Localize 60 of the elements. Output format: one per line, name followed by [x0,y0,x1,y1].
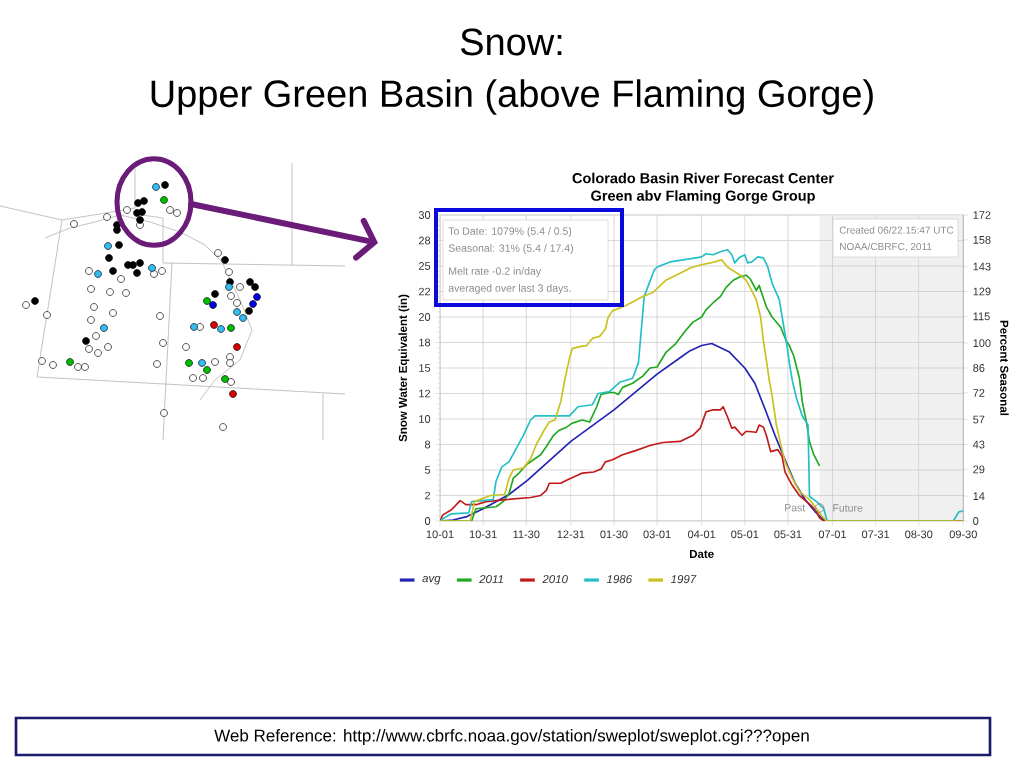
chart-subtitle: Upper Green Basin (above Flaming Gorge) [151,79,873,115]
annotation: averaged over last 3 days. [448,284,571,294]
legend-label: 1997 [670,575,697,584]
x-axis-title: Date [689,549,714,558]
annotation: NOAA/CBRFC, 2011 [840,242,932,252]
x-tick-label: 10-31 [469,530,497,539]
y-tick-label: 5 [424,466,431,474]
y2-tick-label: 57 [973,415,985,424]
legend-label: 2011 [479,575,503,584]
x-tick-label: 04-01 [688,530,716,539]
x-tick-label: 09-30 [949,530,977,539]
band-label: Future [833,504,863,512]
text: Web Reference: http://www.cbrfc.noaa.gov/station/sweplot/sweplot.cgi???open [214,729,809,745]
y-tick-label: 22 [418,287,431,296]
y2-tick-label: 43 [972,440,985,449]
y-tick-label: 12 [419,389,431,398]
y2-tick-label: 72 [973,389,985,397]
x-tick-label: 08-30 [905,530,933,539]
y2-tick-label: 14 [973,492,985,500]
y2-tick-label: 86 [973,364,985,372]
y-tick-label: 8 [424,440,431,449]
y2-tick-label: 29 [973,465,985,474]
y2-axis-title: Percent Seasonal [1000,320,1009,416]
y2-tick-label: 129 [973,287,991,296]
x-tick-label: 05-01 [731,530,759,539]
y2-tick-label: 100 [973,339,991,347]
text: Colorado Basin River Forecast Center [572,172,834,184]
annotation: To Date: 1079% (5.4 / 0.5) [448,227,572,237]
annotation: Melt rate -0.2 in/day [449,267,542,277]
y-tick-label: 2 [425,491,431,500]
x-tick-label: 10-01 [426,530,454,539]
x-tick-label: 12-31 [557,530,585,539]
y2-tick-label: 143 [973,262,991,271]
x-tick-label: 07-01 [818,530,847,539]
y-tick-label: 18 [419,338,431,347]
y-tick-label: 20 [418,313,431,321]
y-tick-label: 25 [418,262,431,270]
annotation: Seasonal: 31% (5.4 / 17.4) [448,244,573,254]
annotation: Created 06/22.15:47 UTC [839,226,954,234]
x-tick-label: 03-01 [643,530,671,539]
y-tick-label: 15 [419,364,431,372]
x-tick-label: 01-30 [600,530,628,539]
y-axis-title: Snow Water Equivalent (in) [398,294,410,442]
y2-tick-label: 115 [973,312,990,321]
x-tick-label: 07-31 [861,530,890,539]
y-tick-label: 28 [418,236,431,245]
y2-tick-label: 0 [973,517,979,525]
y-tick-label: 0 [424,517,431,525]
text: Green abv Flaming Gorge Group [591,190,815,204]
y-tick-label: 10 [419,415,431,423]
y-tick-label: 30 [418,211,431,219]
legend-label: 2010 [542,575,568,584]
legend-label: 1986 [606,575,633,584]
legend-label: avg [422,575,441,585]
chart-title: Snow: [460,28,562,56]
y2-tick-label: 172 [973,211,991,219]
x-tick-label: 11-30 [513,530,540,539]
annotation: Past [785,504,806,512]
x-tick-label: 05-31 [774,530,802,539]
y2-tick-label: 158 [973,236,991,244]
